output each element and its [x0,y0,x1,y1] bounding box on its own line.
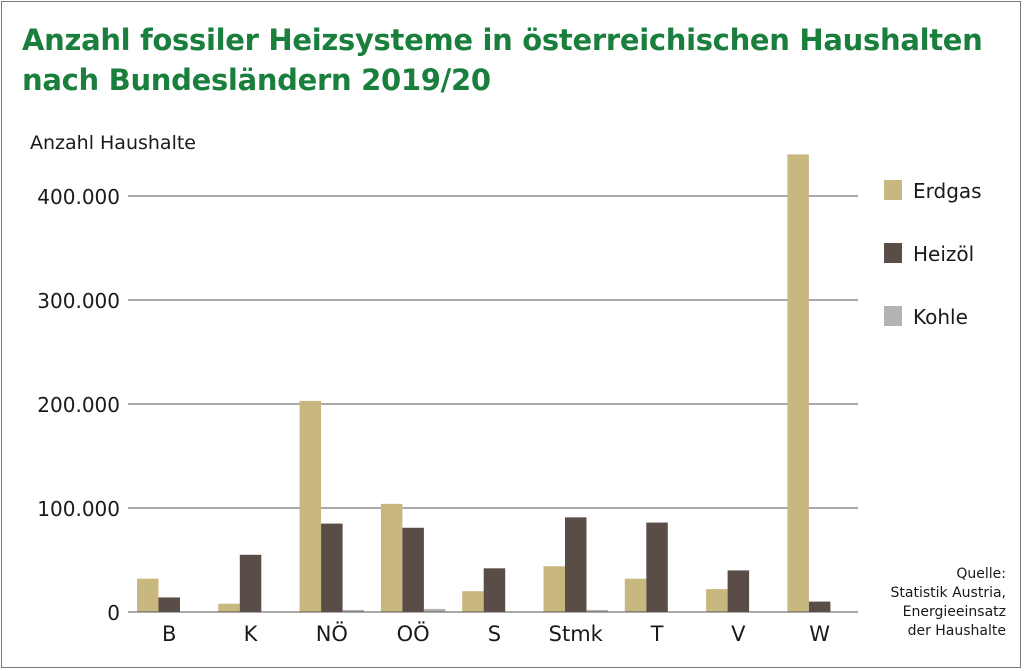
bar-heizoel [321,523,343,612]
bar-erdgas [706,589,728,612]
bar-kohle [423,608,446,612]
bar-heizoel [158,597,180,612]
x-tick-label: W [809,622,830,646]
chart-title: Anzahl fossiler Heizsysteme in österreic… [22,20,983,100]
x-tick-label: OÖ [397,621,430,646]
chart-title-line-1: Anzahl fossiler Heizsysteme in österreic… [22,23,983,57]
bar-erdgas [380,503,403,612]
bar-erdgas [624,578,647,612]
x-tick-label: V [731,622,746,646]
legend-label: Erdgas [913,179,982,203]
bar-erdgas [787,154,809,612]
source-line-3: Energieeinsatz [902,604,1006,620]
legend-swatch [884,180,902,200]
bar-erdgas [218,603,240,612]
bar-kohle [586,609,608,612]
legend-label: Kohle [913,305,968,329]
bar-heizoel [239,554,262,612]
legend-swatch [884,243,902,263]
source-line-4: der Haushalte [907,623,1006,639]
x-tick-label: K [244,622,259,646]
y-axis-label: Anzahl Haushalte [30,132,196,154]
legend-label: Heizöl [913,242,974,266]
bar-heizoel [808,601,831,612]
source-note: Quelle: Statistik Austria, Energieeinsat… [891,565,1006,641]
y-tick-label: 300.000 [37,289,120,313]
y-tick-label: 200.000 [37,393,120,417]
y-tick-label: 100.000 [37,497,120,521]
chart-title-line-2: nach Bundesländern 2019/20 [22,63,491,97]
bar-erdgas [299,400,322,612]
bar-erdgas [543,566,565,612]
bar-kohle [342,609,365,612]
bar-heizoel [646,522,668,612]
x-tick-label: NÖ [316,621,348,646]
bar-heizoel [402,527,424,612]
y-tick-label: 0 [107,601,120,625]
source-line-1: Quelle: [956,566,1006,582]
bar-erdgas [137,578,159,612]
bar-heizoel [483,568,506,612]
bar-heizoel [565,517,587,612]
x-tick-label: S [488,622,501,646]
x-tick-label: Stmk [549,622,604,646]
legend-swatch [884,306,902,326]
source-line-2: Statistik Austria, [890,585,1006,601]
bar-erdgas [462,591,484,612]
x-tick-label: T [650,622,664,646]
x-tick-label: B [162,622,176,646]
bar-heizoel [727,570,750,612]
y-tick-label: 400.000 [37,185,120,209]
